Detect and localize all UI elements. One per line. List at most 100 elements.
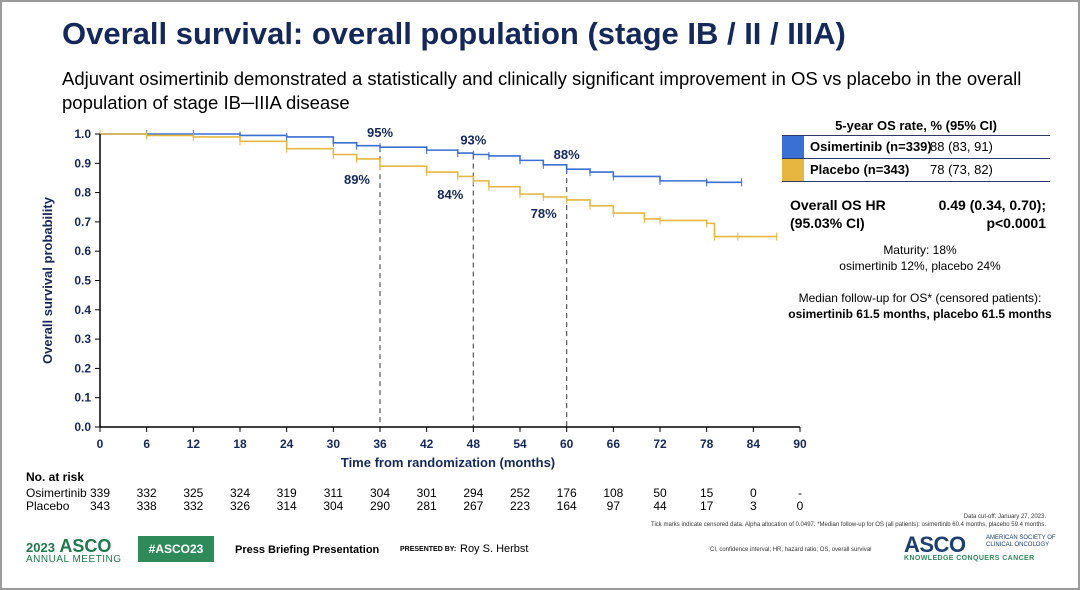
press-briefing-label: Press Briefing Presentation [235,544,380,556]
legend-value: 88 (83, 91) [930,139,993,154]
at-risk-value-placebo: 97 [606,499,620,513]
at-risk-value-placebo: 0 [796,499,804,513]
legend-value: 78 (73, 82) [930,162,993,177]
x-axis-label: Time from randomization (months) [341,455,555,470]
series-line-osimertinib [100,133,742,184]
logo-asco-right: ASCO [904,532,966,557]
at-risk-label-osimertinib: Osimertinib [26,486,87,500]
at-risk-value-osimertinib: - [798,486,802,500]
y-tick-label: 0.1 [74,391,91,405]
maturity-line2: osimertinib 12%, placebo 24% [839,259,1001,273]
hr-value-line1: 0.49 (0.34, 0.70); [938,197,1046,213]
followup-line2: osimertinib 61.5 months, placebo 61.5 mo… [788,307,1052,321]
x-tick-label: 6 [143,437,150,451]
at-risk-value-placebo: 343 [89,499,111,513]
footnote-cutoff: Data cut-off: January 27, 2023. [963,514,1046,520]
y-tick-label: 0.0 [74,420,91,434]
x-tick-label: 42 [420,437,434,451]
hashtag-badge: #ASCO23 [138,536,214,562]
at-risk-value-osimertinib: 176 [556,486,577,500]
at-risk-label-placebo: Placebo [26,499,70,513]
legend-swatch-osimertinib [782,136,804,158]
hr-label-line1: Overall OS HR [790,197,886,213]
x-tick-label: 48 [467,437,481,451]
y-axis-label: Overall survival probability [40,196,55,364]
legend-name: Placebo (n=343) [810,162,910,177]
legend-swatch-placebo [782,159,804,181]
at-risk-value-osimertinib: 0 [749,486,757,500]
x-tick-label: 0 [97,437,104,451]
y-tick-label: 0.5 [74,274,91,288]
at-risk-value-osimertinib: 311 [323,486,343,500]
at-risk-value-placebo: 304 [323,499,344,513]
annotation-label: 89% [344,172,370,187]
x-tick-label: 60 [560,437,574,451]
at-risk-value-placebo: 281 [416,499,437,513]
at-risk-value-osimertinib: 294 [463,486,484,500]
legend-name: Osimertinib (n=339) [810,139,932,154]
annotation-label: 93% [460,133,486,148]
hr-value-line2: p<0.0001 [986,215,1046,231]
at-risk-value-placebo: 44 [653,499,667,513]
logo-asco: ASCO [59,536,112,556]
at-risk-value-placebo: 332 [183,499,204,513]
logo-kcc: KNOWLEDGE CONQUERS CANCER [904,555,1035,562]
presented-by-label: PRESENTED BY: [400,546,457,553]
hr-value: 0.49 (0.34, 0.70); p<0.0001 [900,196,1046,232]
legend-row-placebo: Placebo (n=343) 78 (73, 82) [782,158,1050,182]
at-risk-value-placebo: 267 [463,499,484,513]
x-tick-label: 54 [513,437,527,451]
asco-society-logo: ASCO AMERICAN SOCIETY OF CLINICAL ONCOLO… [904,532,1056,562]
y-tick-label: 0.9 [74,156,91,170]
slide-title: Overall survival: overall population (st… [62,16,846,51]
at-risk-title: No. at risk [26,470,85,484]
os-rate-legend: 5-year OS rate, % (95% CI) Osimertinib (… [782,117,1050,182]
at-risk-value-placebo: 314 [276,499,297,513]
at-risk-value-osimertinib: 301 [416,486,437,500]
at-risk-value-osimertinib: 50 [653,486,667,500]
followup-line1: Median follow-up for OS* (censored patie… [798,291,1042,305]
hr-label-line2: (95.03% CI) [790,215,865,231]
at-risk-value-osimertinib: 325 [183,486,204,500]
at-risk-value-placebo: 164 [556,499,577,513]
maturity-text: Maturity: 18% osimertinib 12%, placebo 2… [782,242,1058,274]
at-risk-value-placebo: 3 [749,499,757,513]
at-risk-value-osimertinib: 304 [369,486,391,500]
x-tick-label: 78 [700,437,714,451]
annotation-label: 95% [367,125,393,140]
x-tick-label: 24 [280,437,294,451]
y-tick-label: 0.6 [74,244,91,258]
at-risk-value-osimertinib: 108 [603,486,624,500]
y-tick-label: 0.3 [74,332,91,346]
at-risk-value-placebo: 338 [136,499,157,513]
x-tick-label: 66 [607,437,621,451]
followup-text: Median follow-up for OS* (censored patie… [782,290,1058,322]
at-risk-value-placebo: 290 [369,499,391,513]
at-risk-value-placebo: 326 [229,499,251,513]
at-risk-value-osimertinib: 15 [699,486,714,500]
at-risk-value-osimertinib: 332 [136,486,157,500]
x-tick-label: 84 [747,437,761,451]
logo-society: AMERICAN SOCIETY OF CLINICAL ONCOLOGY [986,535,1056,548]
y-tick-label: 1.0 [74,127,91,141]
maturity-line1: Maturity: 18% [883,243,957,257]
at-risk-value-osimertinib: 324 [229,486,251,500]
presenter-name: Roy S. Herbst [460,543,529,555]
at-risk-value-osimertinib: 319 [276,486,297,500]
x-tick-label: 30 [327,437,341,451]
y-tick-label: 0.8 [74,186,91,200]
asco-annual-meeting-logo: 2023 ASCO ANNUAL MEETING [26,536,121,565]
annotation-label: 78% [531,206,557,221]
footnote-abbreviations: CI, confidence interval; HR, hazard rati… [710,547,872,553]
at-risk-value-placebo: 223 [509,499,531,513]
at-risk-value-osimertinib: 339 [89,486,111,500]
y-tick-label: 0.7 [74,215,91,229]
annotation-label: 88% [554,147,580,162]
hr-label: Overall OS HR (95.03% CI) [790,196,886,232]
x-tick-label: 36 [373,437,387,451]
x-tick-label: 90 [793,437,807,451]
y-tick-label: 0.2 [74,361,91,375]
x-tick-label: 72 [653,437,667,451]
